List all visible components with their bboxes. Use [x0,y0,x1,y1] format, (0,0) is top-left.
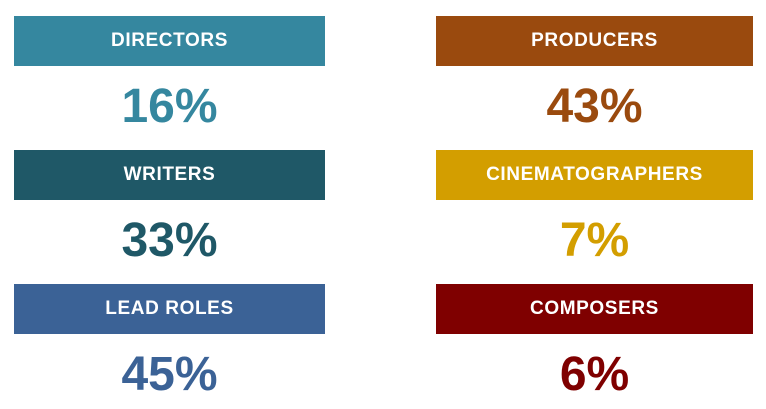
stat-label-lead-roles: LEAD ROLES [105,298,234,319]
stat-header-lead-roles: LEAD ROLES [14,284,325,334]
stat-header-cinematographers: CINEMATOGRAPHERS [436,150,753,200]
stat-value-composers: 6% [559,347,630,401]
stat-card-lead-roles: LEAD ROLES 45% [14,284,325,409]
stat-value-producers: 43% [546,79,643,133]
stat-card-composers: COMPOSERS 6% [436,284,753,409]
stat-value-lead-roles: 45% [121,347,218,401]
stat-label-composers: COMPOSERS [530,298,659,319]
stat-label-writers: WRITERS [123,164,216,185]
stat-header-producers: PRODUCERS [436,16,753,66]
stat-card-writers: WRITERS 33% [14,150,325,284]
stat-label-cinematographers: CINEMATOGRAPHERS [486,164,703,185]
stat-value-directors: 16% [121,79,218,133]
stat-label-directors: DIRECTORS [111,30,228,51]
stat-value-writers: 33% [121,213,218,267]
stat-header-writers: WRITERS [14,150,325,200]
stat-card-cinematographers: CINEMATOGRAPHERS 7% [436,150,753,284]
stat-header-directors: DIRECTORS [14,16,325,66]
stat-label-producers: PRODUCERS [531,30,658,51]
stat-header-composers: COMPOSERS [436,284,753,334]
stat-card-directors: DIRECTORS 16% [14,16,325,150]
stat-card-producers: PRODUCERS 43% [436,16,753,150]
stat-value-cinematographers: 7% [559,213,630,267]
